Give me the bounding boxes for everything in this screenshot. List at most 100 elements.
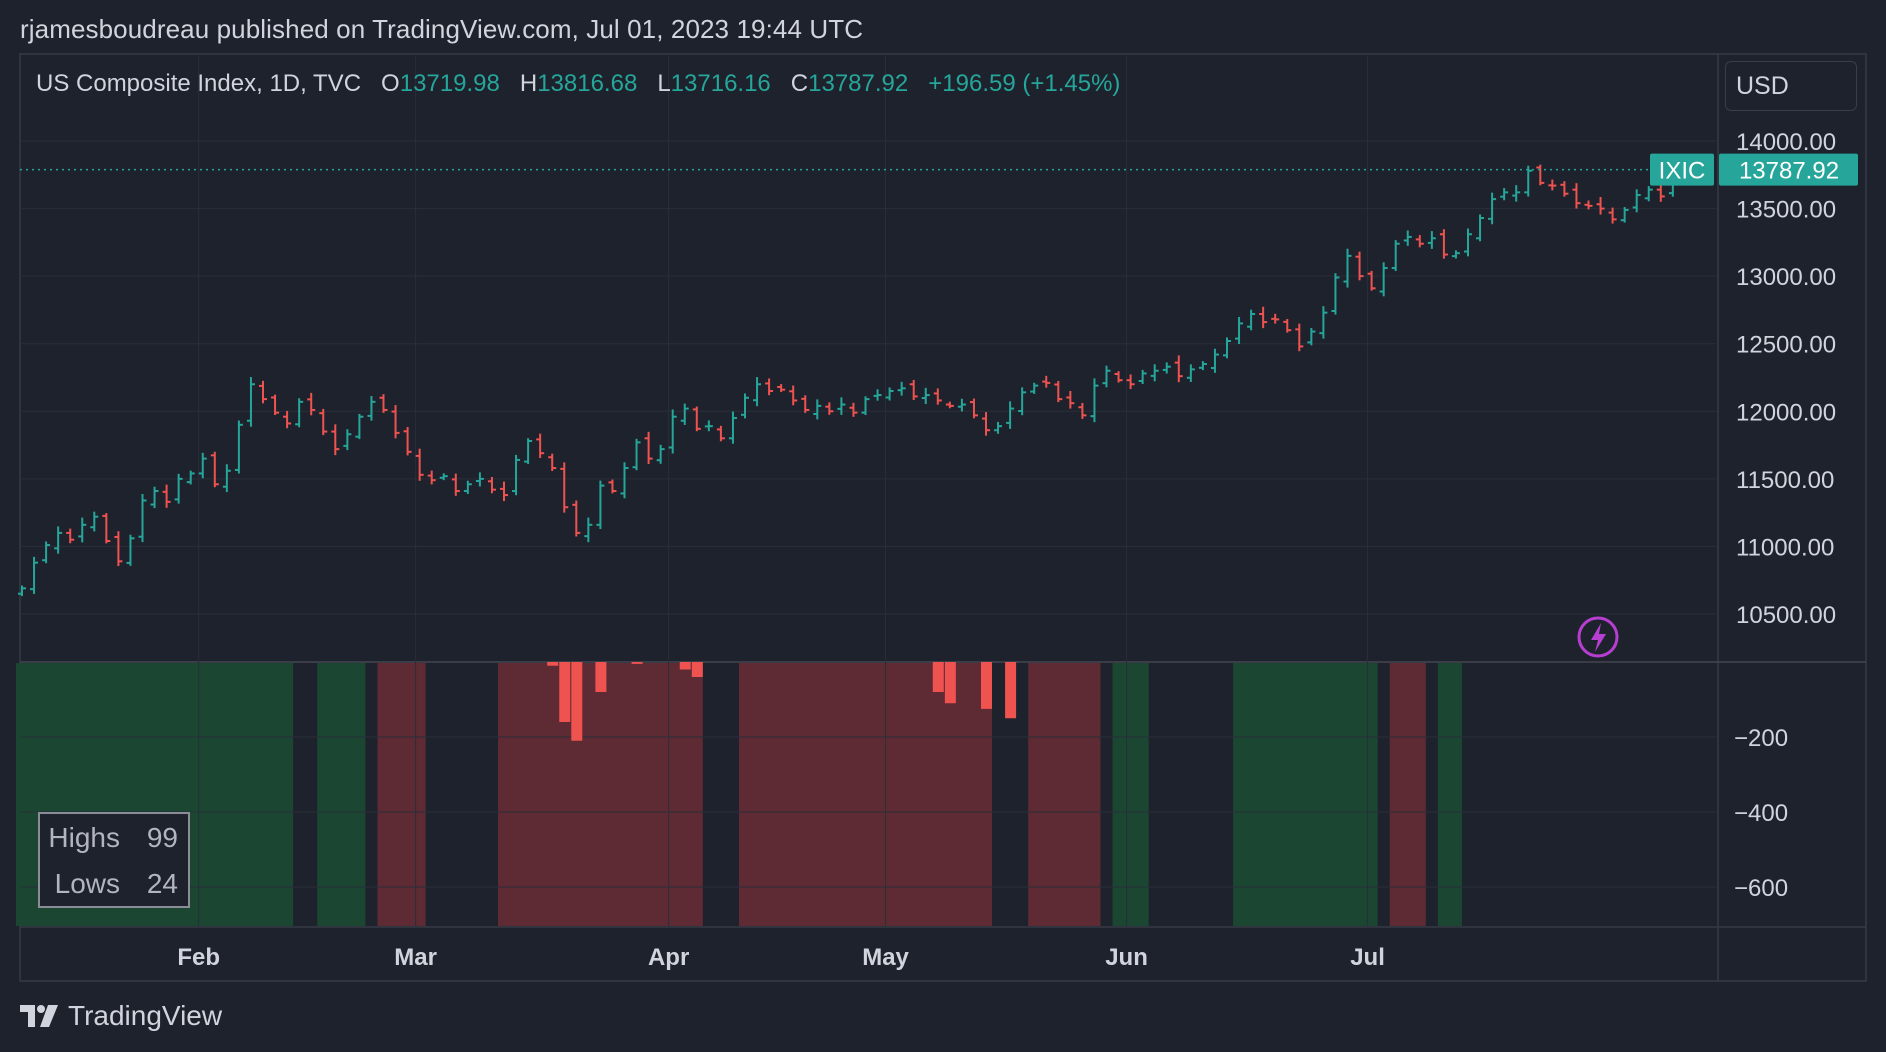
price-bar [1006, 401, 1015, 429]
price-tick-2: 13000.00 [1736, 264, 1836, 291]
price-bar [572, 500, 581, 537]
price-bar [1524, 165, 1533, 197]
change-value: +196.59 (+1.45%) [928, 70, 1121, 97]
price-bar [1451, 250, 1460, 259]
price-tick-6: 11000.00 [1736, 534, 1834, 561]
price-bar [234, 420, 243, 474]
price-bar [295, 398, 304, 428]
indicator-tick-1: −400 [1734, 800, 1788, 827]
price-bar [222, 464, 231, 493]
price-bar [1186, 364, 1195, 382]
price-bar [114, 531, 123, 567]
price-bar [1608, 207, 1617, 224]
price-tick-1: 13500.00 [1736, 197, 1836, 224]
histogram-bar-4 [631, 662, 643, 664]
lows-label: Lows [54, 868, 120, 899]
price-bar [536, 433, 545, 458]
price-tick-5: 11500.00 [1736, 467, 1834, 494]
price-bar [885, 387, 894, 401]
price-bar [656, 444, 665, 464]
price-bar [1488, 192, 1497, 225]
price-bar [174, 473, 183, 504]
price-bar [1295, 323, 1304, 352]
price-bar [825, 402, 834, 415]
price-bar [1283, 318, 1292, 333]
price-bar [391, 405, 400, 439]
price-bar [30, 556, 39, 594]
price-bar [1271, 313, 1280, 324]
price-bar [54, 526, 63, 554]
price-bar [259, 380, 267, 404]
price-bar [1138, 369, 1147, 384]
chart-frame [19, 53, 1867, 982]
price-bar [415, 448, 424, 481]
highs-row: Highs 99 [40, 814, 188, 858]
price-bar [548, 453, 557, 472]
histogram-bar-9 [981, 662, 992, 709]
histogram-bar-8 [944, 662, 956, 704]
price-bar [18, 585, 26, 597]
price-bar [1560, 181, 1569, 197]
price-bar [909, 379, 918, 401]
price-bar [427, 470, 436, 485]
price-bar [66, 528, 75, 544]
price-bar [1319, 306, 1328, 339]
price-bar [921, 387, 930, 405]
price-bar [560, 462, 569, 513]
indicator-tick-2: −600 [1734, 875, 1788, 902]
price-bar [632, 438, 641, 471]
price-bar [741, 393, 749, 419]
zone-1 [317, 663, 366, 926]
lightning-icon[interactable] [1577, 616, 1619, 658]
month-tick-0: Feb [177, 944, 220, 971]
price-bar [1259, 306, 1268, 329]
price-bar [608, 479, 617, 494]
price-bar [319, 408, 328, 436]
price-bar [246, 377, 255, 427]
close-value: 13787.92 [808, 70, 909, 97]
price-bar [1162, 362, 1171, 374]
symbol-tag [1650, 153, 1714, 186]
price-bar [126, 534, 135, 566]
price-bar [1632, 189, 1641, 213]
grid-lines [20, 54, 1718, 927]
price-bar [873, 389, 882, 401]
price-bar [1415, 235, 1424, 248]
price-bar [1198, 361, 1207, 371]
price-bar [463, 480, 472, 494]
price-bar [78, 517, 87, 543]
price-bar [512, 454, 521, 496]
price-bar [198, 452, 207, 479]
month-tick-4: Jun [1105, 944, 1148, 971]
price-bar [1307, 327, 1316, 346]
price-bar [524, 438, 533, 464]
price-bar [680, 403, 689, 425]
price-bar [849, 402, 858, 417]
tradingview-logo[interactable]: TradingView [20, 1000, 222, 1032]
zone-6 [1112, 663, 1149, 926]
price-bar [210, 451, 219, 488]
histogram-bar-7 [932, 662, 944, 692]
price-tag [1719, 153, 1858, 186]
price-bar [1644, 186, 1653, 202]
low-value: 13716.16 [670, 70, 771, 97]
open-label: O [381, 70, 400, 97]
currency-selector[interactable]: USD [1725, 61, 1857, 111]
price-bar [343, 429, 352, 451]
price-bar [1235, 316, 1244, 344]
price-bar [668, 409, 677, 454]
price-bar [475, 472, 484, 487]
price-bar [813, 399, 822, 420]
price-bar [777, 384, 786, 393]
price-bar [1620, 207, 1629, 223]
price-bar [355, 413, 364, 440]
time-axis-labels: Feb Mar Apr May Jun Jul [177, 944, 1385, 971]
histogram-bar-1 [559, 662, 571, 722]
histogram-bar-2 [571, 662, 583, 741]
zone-4 [738, 663, 993, 926]
indicator-background-zones [15, 663, 1462, 926]
price-bar [969, 398, 978, 419]
price-bar [1500, 188, 1509, 201]
price-bar [957, 398, 966, 412]
